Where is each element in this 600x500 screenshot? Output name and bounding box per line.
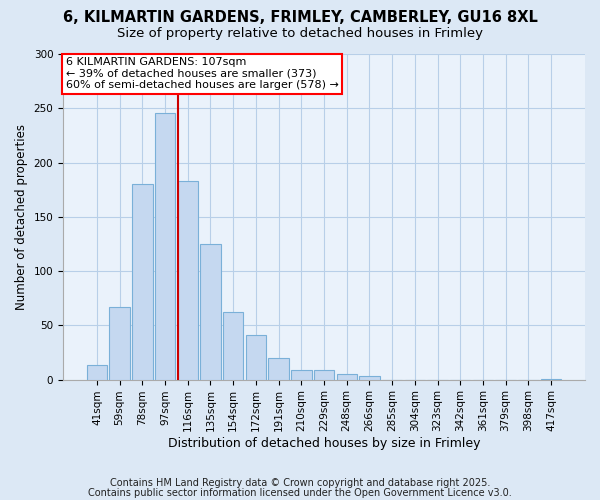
Bar bbox=[245, 335, 266, 380]
Text: Size of property relative to detached houses in Frimley: Size of property relative to detached ho… bbox=[117, 28, 483, 40]
Bar bbox=[200, 244, 221, 380]
Bar bbox=[268, 358, 289, 380]
Text: 6 KILMARTIN GARDENS: 107sqm
← 39% of detached houses are smaller (373)
60% of se: 6 KILMARTIN GARDENS: 107sqm ← 39% of det… bbox=[65, 58, 338, 90]
Text: Contains HM Land Registry data © Crown copyright and database right 2025.: Contains HM Land Registry data © Crown c… bbox=[110, 478, 490, 488]
Bar bbox=[314, 370, 334, 380]
Bar bbox=[223, 312, 244, 380]
Bar bbox=[178, 181, 198, 380]
Text: Contains public sector information licensed under the Open Government Licence v3: Contains public sector information licen… bbox=[88, 488, 512, 498]
Bar bbox=[87, 366, 107, 380]
Bar bbox=[132, 184, 152, 380]
Bar bbox=[155, 112, 175, 380]
Bar bbox=[109, 307, 130, 380]
Bar bbox=[541, 378, 561, 380]
X-axis label: Distribution of detached houses by size in Frimley: Distribution of detached houses by size … bbox=[168, 437, 480, 450]
Bar bbox=[291, 370, 311, 380]
Y-axis label: Number of detached properties: Number of detached properties bbox=[15, 124, 28, 310]
Bar bbox=[337, 374, 357, 380]
Text: 6, KILMARTIN GARDENS, FRIMLEY, CAMBERLEY, GU16 8XL: 6, KILMARTIN GARDENS, FRIMLEY, CAMBERLEY… bbox=[62, 10, 538, 25]
Bar bbox=[359, 376, 380, 380]
